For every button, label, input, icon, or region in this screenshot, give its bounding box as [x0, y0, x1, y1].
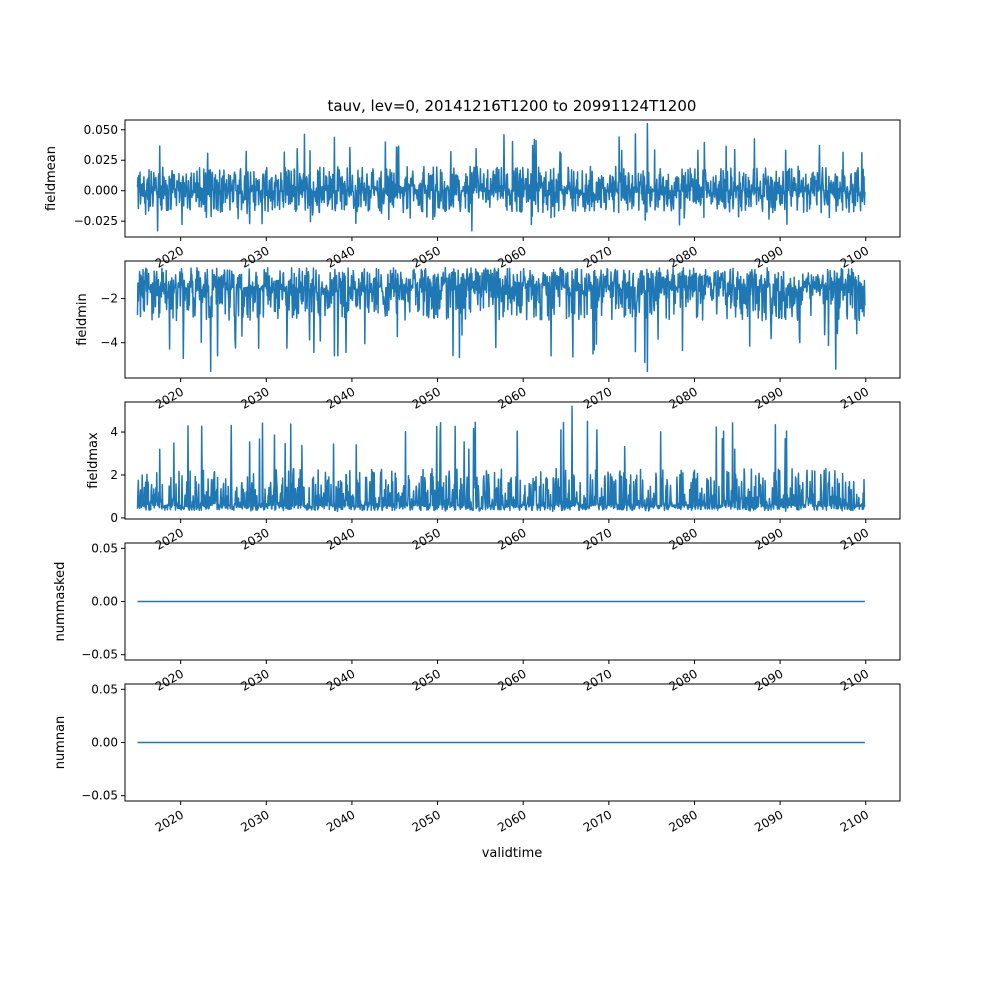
panel-nummasked: −0.05 0.00 0.05 nummasked 2020 2030 2040 2050 20…	[53, 541, 901, 694]
x-tick-label: 2100	[838, 384, 871, 411]
y-axis-label: fieldmin	[75, 293, 90, 346]
x-tick-label: 2090	[752, 384, 785, 411]
x-tick-label: 2080	[667, 807, 700, 834]
series-line-fieldmax	[136, 405, 866, 513]
x-tick-label: 2060	[495, 384, 528, 411]
x-tick-label: 2100	[838, 243, 871, 270]
x-tick-label: 2090	[752, 666, 785, 693]
y-tick-label: 0	[110, 511, 118, 525]
x-tick-label: 2080	[667, 243, 700, 270]
x-tick-label: 2080	[667, 525, 700, 552]
y-tick-label: −2	[100, 292, 118, 306]
panel-fieldmean: −0.025 0.000 0.025 0.050 fieldmean 2020 2030 20…	[44, 119, 901, 271]
x-tick-label: 2030	[238, 243, 271, 270]
x-tick-label: 2040	[324, 525, 357, 552]
y-tick-label: 0.00	[91, 595, 118, 609]
panel-fieldmax: 0 2 4 fieldmax 2020 2030 2040 2050 2060 2070 2080 2…	[86, 401, 901, 553]
x-tick-label: 2060	[495, 243, 528, 270]
chart-title: tauv, lev=0, 20141216T1200 to 20991124T1…	[328, 97, 697, 115]
x-tick-label: 2100	[838, 525, 871, 552]
x-tick-label: 2070	[581, 666, 614, 693]
y-tick-label: 2	[110, 468, 118, 482]
y-tick-label: 0.050	[84, 123, 118, 137]
x-tick-label: 2030	[238, 666, 271, 693]
x-tick-label: 2050	[410, 525, 443, 552]
x-tick-label: 2070	[581, 525, 614, 552]
y-tick-label: 0.00	[91, 736, 118, 750]
x-tick-label: 2020	[153, 525, 186, 552]
x-tick-label: 2020	[153, 807, 186, 834]
y-tick-label: 4	[110, 425, 118, 439]
y-axis-label: numnan	[53, 716, 68, 770]
axes-frame-fieldmax	[124, 401, 901, 520]
x-tick-label: 2020	[153, 243, 186, 270]
y-axis-label: nummasked	[53, 562, 68, 642]
x-tick-label: 2070	[581, 384, 614, 411]
x-tick-label: 2030	[238, 384, 271, 411]
series-line-fieldmin	[136, 266, 866, 373]
x-tick-label: 2050	[410, 666, 443, 693]
panel-numnan: −0.05 0.00 0.05 numnan 2020 2030 2040 2050 2060 2…	[53, 682, 901, 835]
y-tick-label: 0.000	[84, 184, 118, 198]
panel-fieldmin: −4 −2 fieldmin 2020 2030 2040 2050 2060 2070 2080…	[75, 260, 901, 412]
x-tick-label: 2100	[838, 807, 871, 834]
x-tick-label: 2020	[153, 666, 186, 693]
x-tick-label: 2050	[410, 243, 443, 270]
x-tick-label: 2100	[838, 666, 871, 693]
x-tick-label: 2060	[495, 807, 528, 834]
x-tick-label: 2040	[324, 807, 357, 834]
y-axis-label: fieldmean	[44, 146, 59, 211]
x-tick-label: 2060	[495, 525, 528, 552]
y-tick-label: 0.025	[84, 153, 118, 167]
x-tick-label: 2030	[238, 807, 271, 834]
x-tick-label: 2040	[324, 384, 357, 411]
y-tick-label: −4	[100, 336, 118, 350]
x-tick-label: 2040	[324, 243, 357, 270]
axes-frame-fieldmean	[124, 119, 901, 238]
x-tick-label: 2050	[410, 384, 443, 411]
y-tick-label: −0.05	[81, 648, 118, 662]
axes-frame-fieldmin	[124, 260, 901, 379]
x-tick-label: 2050	[410, 807, 443, 834]
y-tick-label: 0.05	[91, 541, 118, 555]
x-tick-label: 2070	[581, 807, 614, 834]
x-tick-label: 2090	[752, 525, 785, 552]
x-tick-label: 2080	[667, 384, 700, 411]
x-tick-label: 2060	[495, 666, 528, 693]
x-tick-label: 2090	[752, 243, 785, 270]
x-tick-label: 2080	[667, 666, 700, 693]
x-tick-label: 2040	[324, 666, 357, 693]
x-tick-label: 2030	[238, 525, 271, 552]
y-axis-label: fieldmax	[86, 432, 101, 489]
x-tick-label: 2090	[752, 807, 785, 834]
x-tick-label: 2020	[153, 384, 186, 411]
x-axis-label: validtime	[482, 846, 543, 861]
x-tick-label: 2070	[581, 243, 614, 270]
y-tick-label: −0.025	[74, 214, 118, 228]
y-tick-label: 0.05	[91, 682, 118, 696]
series-line-fieldmean	[136, 122, 866, 232]
y-tick-label: −0.05	[81, 789, 118, 803]
